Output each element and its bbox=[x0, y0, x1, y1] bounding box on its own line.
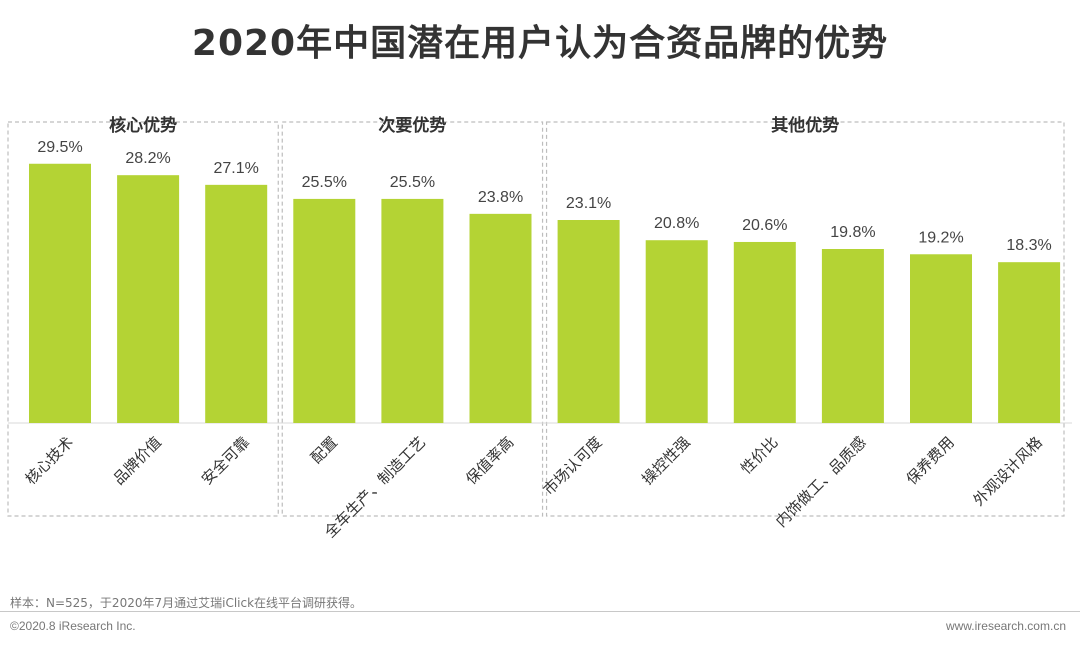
data-label: 29.5% bbox=[37, 139, 82, 156]
data-label: 23.1% bbox=[566, 195, 611, 212]
category-label: 保养费用 bbox=[903, 433, 958, 488]
group-label: 次要优势 bbox=[378, 115, 446, 136]
group-label: 其他优势 bbox=[771, 115, 839, 136]
category-label: 安全可靠 bbox=[198, 433, 253, 488]
bar bbox=[821, 249, 884, 423]
bar bbox=[998, 262, 1061, 423]
category-label: 保值率高 bbox=[462, 433, 517, 488]
data-label: 25.5% bbox=[390, 174, 435, 191]
category-label: 市场认可度 bbox=[540, 433, 606, 499]
bar bbox=[557, 220, 620, 423]
data-label: 19.2% bbox=[918, 229, 963, 246]
data-label: 25.5% bbox=[302, 174, 347, 191]
bar bbox=[29, 163, 91, 423]
data-label: 20.6% bbox=[742, 217, 787, 234]
data-label: 27.1% bbox=[214, 160, 259, 177]
category-label: 品牌价值 bbox=[110, 433, 165, 488]
data-label: 23.8% bbox=[478, 189, 523, 206]
bar bbox=[205, 184, 268, 423]
group-box bbox=[281, 121, 544, 517]
data-label: 28.2% bbox=[125, 150, 170, 167]
bar bbox=[645, 240, 708, 423]
group-label: 核心优势 bbox=[109, 115, 177, 136]
bar bbox=[469, 213, 532, 423]
chart-title: 2020年中国潜在用户认为合资品牌的优势 bbox=[191, 23, 889, 64]
category-label: 性价比 bbox=[737, 433, 782, 478]
footnote: 样本：N=525，于2020年7月通过艾瑞iClick在线平台调研获得。 bbox=[10, 596, 363, 610]
bar bbox=[910, 254, 972, 423]
category-label: 核心技术 bbox=[22, 433, 77, 488]
category-label: 操控性强 bbox=[638, 433, 693, 488]
website: www.iresearch.com.cn bbox=[945, 619, 1066, 633]
group-box bbox=[7, 121, 279, 517]
data-label: 19.8% bbox=[830, 224, 875, 241]
group-box bbox=[545, 121, 1065, 517]
bar bbox=[733, 241, 796, 423]
bar bbox=[381, 198, 444, 423]
bar bbox=[117, 175, 180, 423]
category-label: 外观设计风格 bbox=[970, 433, 1046, 509]
copyright: ©2020.8 iResearch Inc. bbox=[10, 619, 136, 633]
footer-divider bbox=[0, 611, 1080, 612]
bar-chart: 核心优势 次要优势 其他优势 29.5% 核心技术 28.2% 品牌价值 27.1% 安全可靠 2… bbox=[7, 115, 1072, 541]
data-label: 20.8% bbox=[654, 215, 699, 232]
data-label: 18.3% bbox=[1006, 237, 1051, 254]
category-label: 配置 bbox=[307, 433, 341, 467]
bar bbox=[293, 198, 356, 423]
